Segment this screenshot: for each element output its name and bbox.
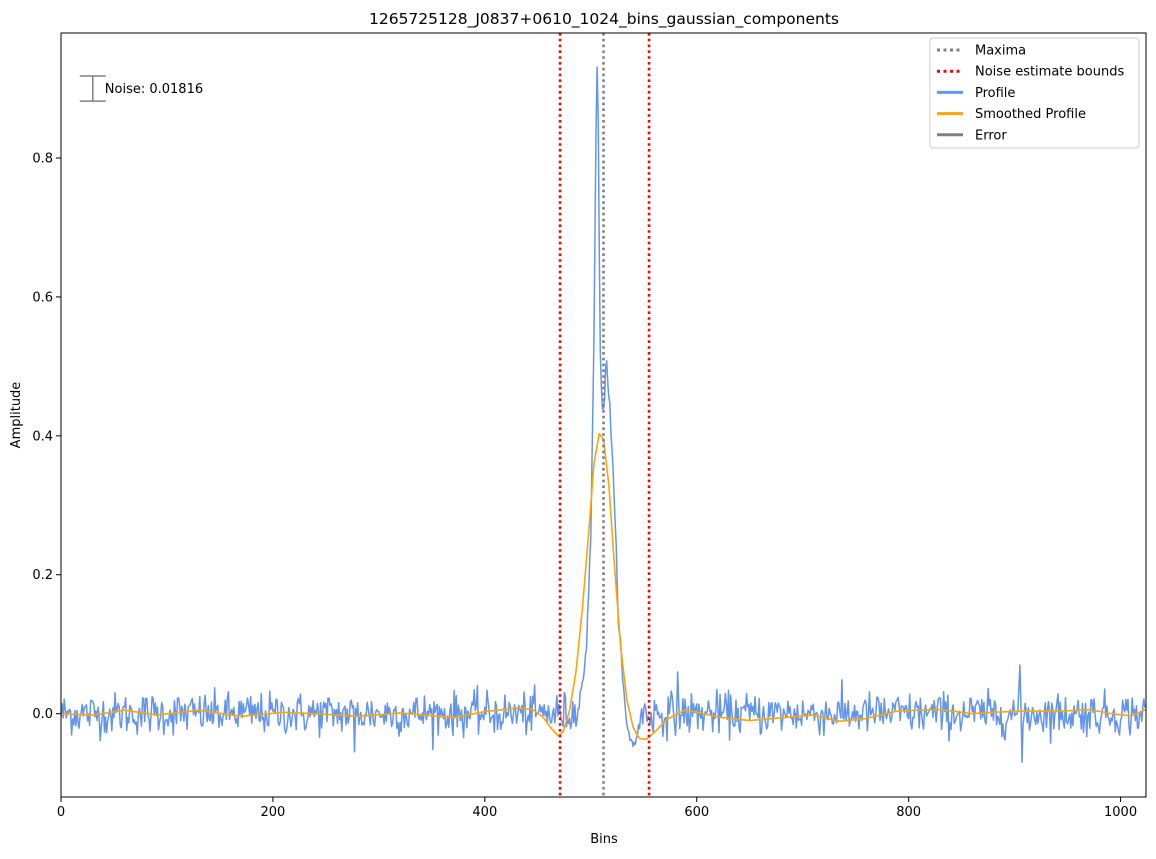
x-tick-label: 400 — [472, 805, 497, 820]
series-layer — [61, 33, 1146, 797]
legend-label: Error — [975, 128, 1007, 143]
profile-series-line — [61, 66, 1146, 764]
legend-label: Profile — [975, 86, 1015, 101]
legend-box — [929, 37, 1140, 149]
legend-label: Smoothed Profile — [975, 107, 1086, 122]
smoothed-profile-series-line — [61, 432, 1146, 741]
x-axis: 0 200 400 600 800 1000 — [57, 797, 1137, 820]
x-tick-label: 600 — [684, 805, 709, 820]
annotation-layer: Noise: 0.01816 — [79, 75, 203, 102]
y-tick-label: 0.2 — [32, 568, 53, 583]
y-tick-label: 0.4 — [32, 429, 53, 444]
y-axis-label: Amplitude — [9, 382, 24, 449]
noise-annotation-label: Noise: 0.01816 — [105, 82, 203, 97]
plot-area: Noise: 0.01816 — [60, 32, 1147, 798]
x-tick-label: 0 — [57, 805, 65, 820]
legend: Maxima Noise estimate bounds Profile Smooth… — [929, 37, 1140, 149]
y-tick-label: 0.8 — [32, 152, 53, 167]
x-tick-label: 800 — [896, 805, 921, 820]
x-axis-label: Bins — [590, 832, 618, 847]
x-tick-label: 1000 — [1104, 805, 1137, 820]
chart-title: 1265725128_J0837+0610_1024_bins_gaussian… — [369, 10, 839, 29]
y-tick-label: 0.6 — [32, 290, 53, 305]
y-axis: 0.0 0.2 0.4 0.6 0.8 — [32, 152, 61, 722]
y-tick-label: 0.0 — [32, 707, 53, 722]
legend-label: Maxima — [975, 44, 1026, 59]
plot-frame — [60, 32, 1147, 798]
x-tick-label: 200 — [261, 805, 286, 820]
legend-label: Noise estimate bounds — [975, 65, 1124, 80]
